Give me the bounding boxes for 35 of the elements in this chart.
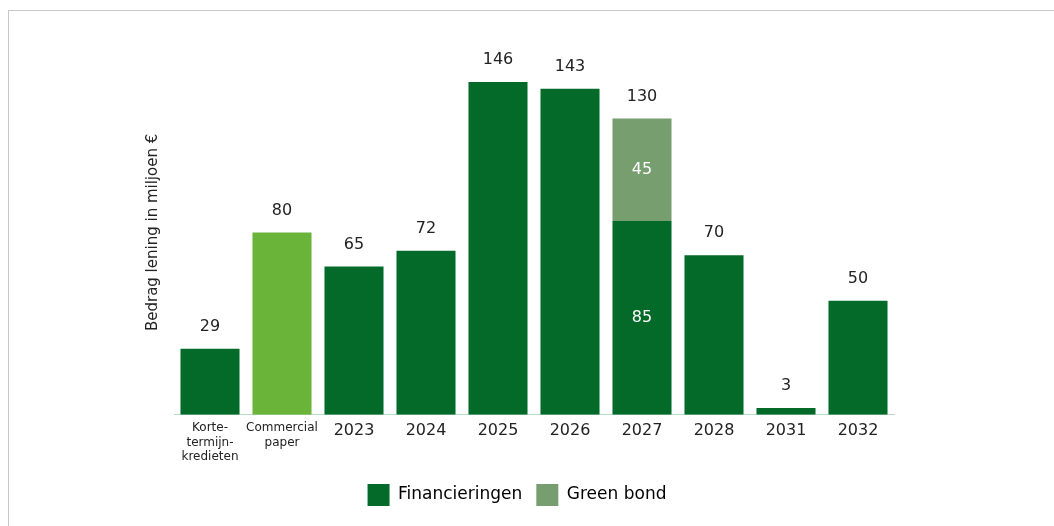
bar <box>612 221 672 415</box>
bar <box>540 88 600 415</box>
x-tick-label: 2026 <box>549 419 591 439</box>
total-label: 29 <box>199 315 221 335</box>
x-tick-label: Commercial paper <box>246 420 318 449</box>
data-label: 45 <box>631 158 653 178</box>
x-tick-label: 2023 <box>333 419 375 439</box>
y-axis-title: Bedrag lening in miljoen € <box>142 133 161 332</box>
bar <box>612 118 672 221</box>
bar <box>828 300 888 415</box>
total-label: 50 <box>847 267 869 287</box>
x-tick-label: 2025 <box>477 419 519 439</box>
total-label: 70 <box>703 222 725 242</box>
bar <box>180 348 240 415</box>
total-label: 72 <box>415 217 437 237</box>
bar <box>396 250 456 415</box>
bar <box>252 232 312 415</box>
total-label: 146 <box>482 49 514 69</box>
total-label: 80 <box>271 199 293 219</box>
total-label: 130 <box>626 85 658 105</box>
x-tick-label: 2031 <box>765 419 807 439</box>
x-tick-label: 2032 <box>837 419 879 439</box>
bar <box>684 255 744 415</box>
bar <box>324 266 384 415</box>
total-label: 3 <box>780 375 792 395</box>
x-tick-label: 2027 <box>621 419 663 439</box>
legend-label: Financieringen <box>398 483 523 504</box>
x-tick-label: 2028 <box>693 419 735 439</box>
bar <box>468 81 528 415</box>
x-tick-label: Korte-termijn-kredieten <box>181 420 239 463</box>
legend-label: Green bond <box>566 483 667 504</box>
x-tick-label: 2024 <box>405 419 447 439</box>
total-label: 143 <box>554 55 586 75</box>
total-label: 65 <box>343 233 365 253</box>
data-label: 85 <box>631 307 653 327</box>
